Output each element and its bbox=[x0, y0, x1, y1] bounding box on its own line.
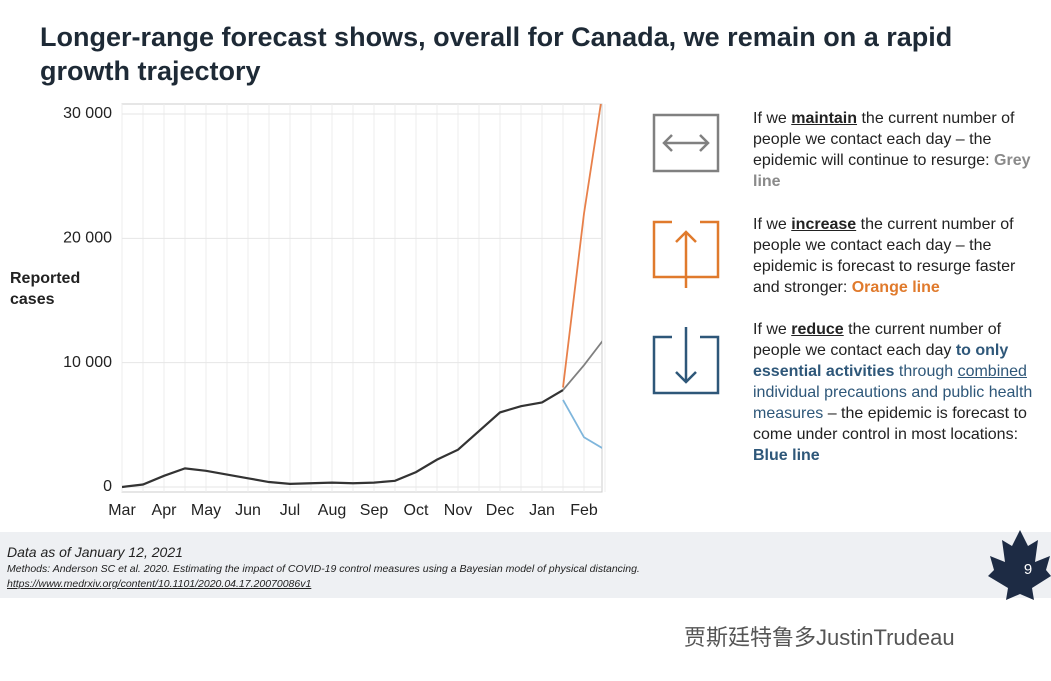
note-line-name: Orange line bbox=[851, 279, 940, 296]
x-tick-label: Nov bbox=[444, 502, 472, 519]
increase-icon bbox=[652, 220, 720, 288]
note-text: the current number of people we contact … bbox=[753, 321, 1002, 359]
footer-date: Data as of January 12, 2021 bbox=[7, 544, 183, 560]
series-line bbox=[562, 340, 602, 391]
maintain-note: If we maintain the current number of peo… bbox=[753, 108, 1038, 192]
x-tick-label: Feb bbox=[570, 502, 598, 519]
plot-frame bbox=[121, 103, 603, 493]
footer-url: https://www.medrxiv.org/content/10.1101/… bbox=[7, 578, 312, 590]
note-text: If we bbox=[753, 321, 792, 338]
note-text: If we bbox=[753, 216, 792, 233]
x-tick-label: Oct bbox=[404, 502, 429, 519]
x-tick-label: May bbox=[191, 502, 221, 519]
x-tick-label: Dec bbox=[486, 502, 514, 519]
series-line bbox=[562, 399, 602, 449]
note-text: the current number of people we contact … bbox=[753, 110, 1015, 169]
note-keyword: reduce bbox=[791, 321, 844, 338]
note-emphasis: to only essential activities bbox=[753, 342, 1009, 380]
note-text: through bbox=[894, 363, 958, 380]
note-text: combined bbox=[957, 363, 1027, 380]
note-text: If we bbox=[753, 110, 792, 127]
note-text: individual precautions and public health… bbox=[753, 384, 1033, 422]
note-text: the current number of people we contact … bbox=[753, 216, 1016, 296]
watermark: 贾斯廷特鲁多JustinTrudeau bbox=[684, 625, 955, 650]
y-axis-label: Reported cases bbox=[10, 270, 81, 308]
x-tick-label: Mar bbox=[108, 502, 136, 519]
series-line bbox=[562, 104, 602, 388]
note-line-name: Grey line bbox=[753, 152, 1031, 190]
footer-methods: Methods: Anderson SC et al. 2020. Estima… bbox=[7, 563, 640, 575]
maintain-icon bbox=[652, 113, 720, 173]
reduce-icon bbox=[652, 327, 720, 395]
increase-note: If we increase the current number of peo… bbox=[753, 214, 1038, 298]
x-tick-label: Apr bbox=[152, 502, 178, 519]
y-tick-label: 20 000 bbox=[63, 230, 112, 247]
series-line bbox=[122, 389, 564, 489]
note-text: – the epidemic is forecast to come under… bbox=[753, 405, 1027, 443]
page-number: 9 bbox=[1024, 561, 1032, 578]
chart: Mar Apr May Jun Jul Aug Sep Oct Nov Dec Jan Feb 0 10 … bbox=[63, 103, 606, 519]
icons bbox=[652, 113, 720, 395]
x-tick-label: Jun bbox=[235, 502, 261, 519]
footer-band bbox=[0, 532, 1051, 598]
note-keyword: maintain bbox=[791, 110, 858, 127]
y-tick-label: 10 000 bbox=[63, 354, 112, 371]
x-tick-label: Jul bbox=[280, 502, 300, 519]
note-keyword: increase bbox=[791, 216, 857, 233]
note-line-name: Blue line bbox=[753, 447, 820, 464]
reduce-note: If we reduce the current number of peopl… bbox=[753, 319, 1038, 466]
x-tick-label: Aug bbox=[318, 502, 346, 519]
slide-title: Longer-range forecast shows, overall for… bbox=[40, 22, 953, 86]
maple-leaf: 9 bbox=[988, 530, 1051, 600]
x-tick-label: Sep bbox=[360, 502, 389, 519]
x-tick-label: Jan bbox=[529, 502, 555, 519]
y-tick-label: 0 bbox=[103, 478, 112, 495]
y-tick-label: 30 000 bbox=[63, 105, 112, 122]
